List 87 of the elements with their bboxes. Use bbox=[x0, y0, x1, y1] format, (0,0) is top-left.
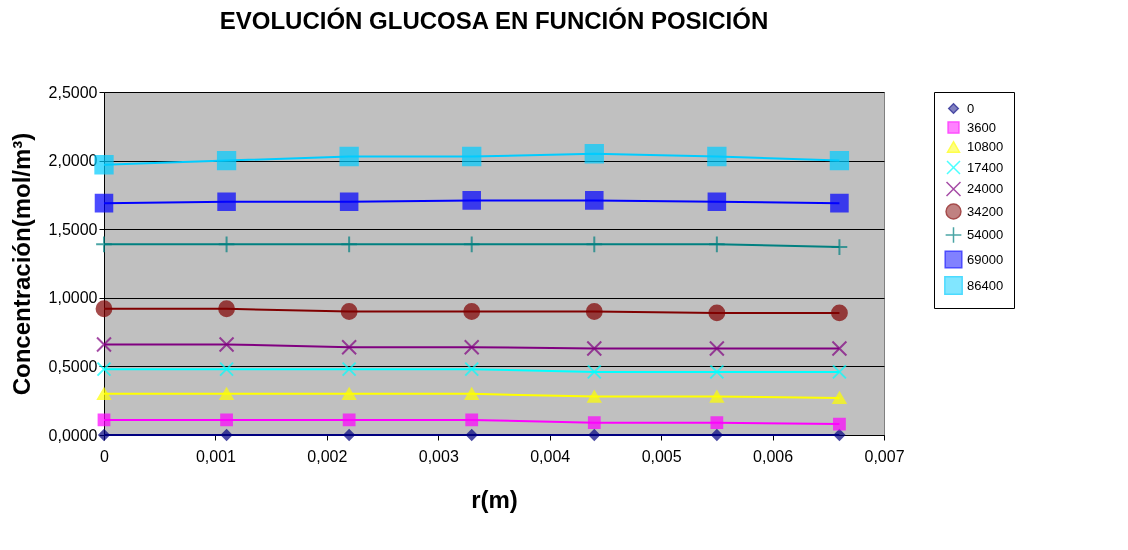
point bbox=[340, 303, 358, 320]
point bbox=[220, 413, 233, 427]
point bbox=[832, 391, 847, 405]
point bbox=[94, 193, 114, 213]
chart-title: EVOLUCIÓN GLUCOSA EN FUNCIÓN POSICIÓN bbox=[219, 7, 769, 34]
point bbox=[711, 429, 723, 441]
x-tick-label: 0,006 bbox=[753, 447, 794, 465]
x-tick-label: 0,003 bbox=[418, 447, 459, 465]
legend-label: 54000 bbox=[967, 227, 1004, 242]
point bbox=[465, 429, 478, 441]
point bbox=[708, 304, 726, 322]
point bbox=[709, 364, 725, 380]
point bbox=[339, 192, 359, 212]
legend-label: 34200 bbox=[967, 203, 1004, 219]
point bbox=[708, 340, 725, 357]
point bbox=[830, 238, 849, 256]
point bbox=[343, 429, 355, 441]
point bbox=[588, 429, 601, 441]
y-tick-label: 0,5000 bbox=[48, 357, 98, 375]
point bbox=[95, 235, 113, 254]
legend-label: 0 bbox=[967, 100, 975, 116]
point bbox=[341, 339, 358, 356]
point bbox=[585, 191, 604, 210]
legend-label: 10800 bbox=[967, 139, 1004, 154]
point bbox=[707, 146, 727, 167]
point bbox=[98, 429, 110, 441]
point bbox=[218, 300, 236, 318]
point bbox=[463, 339, 480, 356]
legend-label: 17400 bbox=[967, 159, 1004, 175]
point bbox=[830, 304, 848, 322]
legend-label: 69000 bbox=[967, 251, 1004, 267]
point bbox=[586, 340, 603, 357]
point bbox=[587, 416, 601, 430]
point bbox=[831, 364, 847, 380]
point bbox=[216, 150, 237, 171]
point bbox=[342, 387, 357, 401]
point bbox=[342, 413, 356, 427]
point bbox=[833, 417, 846, 431]
point bbox=[829, 150, 850, 171]
point bbox=[464, 361, 480, 377]
point bbox=[96, 336, 112, 353]
y-tick-label: 1,0000 bbox=[48, 289, 98, 307]
point bbox=[830, 193, 849, 213]
point bbox=[709, 390, 724, 403]
x-tick-label: 0 bbox=[100, 447, 110, 465]
point bbox=[341, 361, 357, 377]
y-axis-title: Concentración(mol/m³) bbox=[7, 132, 35, 396]
x-tick-label: 0,004 bbox=[530, 447, 571, 465]
point bbox=[462, 146, 482, 167]
point bbox=[97, 413, 111, 427]
legend-label: 86400 bbox=[967, 277, 1004, 293]
point bbox=[217, 192, 236, 212]
point bbox=[584, 144, 604, 164]
point bbox=[96, 361, 112, 377]
point bbox=[219, 387, 234, 401]
point bbox=[586, 364, 602, 380]
point bbox=[707, 192, 727, 212]
point bbox=[707, 235, 726, 254]
x-tick-label: 0,007 bbox=[864, 447, 905, 465]
point bbox=[463, 303, 481, 320]
point bbox=[587, 390, 602, 403]
point bbox=[97, 387, 111, 401]
point bbox=[833, 429, 846, 441]
legend-label: 3600 bbox=[967, 119, 996, 135]
x-tick-label: 0,001 bbox=[195, 447, 237, 465]
x-tick-label: 0,005 bbox=[641, 447, 682, 465]
y-tick-label: 0,0000 bbox=[48, 426, 98, 444]
legend-label: 24000 bbox=[967, 181, 1004, 196]
point bbox=[339, 146, 359, 167]
point bbox=[462, 235, 481, 254]
point bbox=[710, 416, 724, 430]
point bbox=[95, 300, 113, 318]
point bbox=[217, 235, 236, 254]
point bbox=[585, 303, 603, 320]
point bbox=[219, 361, 235, 377]
point bbox=[465, 413, 479, 427]
x-tick-label: 0,002 bbox=[307, 447, 348, 465]
point bbox=[220, 429, 233, 441]
x-axis-title: r(m) bbox=[471, 485, 518, 513]
point bbox=[218, 336, 235, 353]
point bbox=[831, 340, 848, 357]
y-tick-label: 2,5000 bbox=[48, 83, 98, 101]
y-tick-label: 1,5000 bbox=[48, 220, 98, 238]
point bbox=[464, 387, 479, 401]
point bbox=[340, 235, 359, 254]
point bbox=[585, 235, 604, 254]
point bbox=[462, 191, 481, 210]
